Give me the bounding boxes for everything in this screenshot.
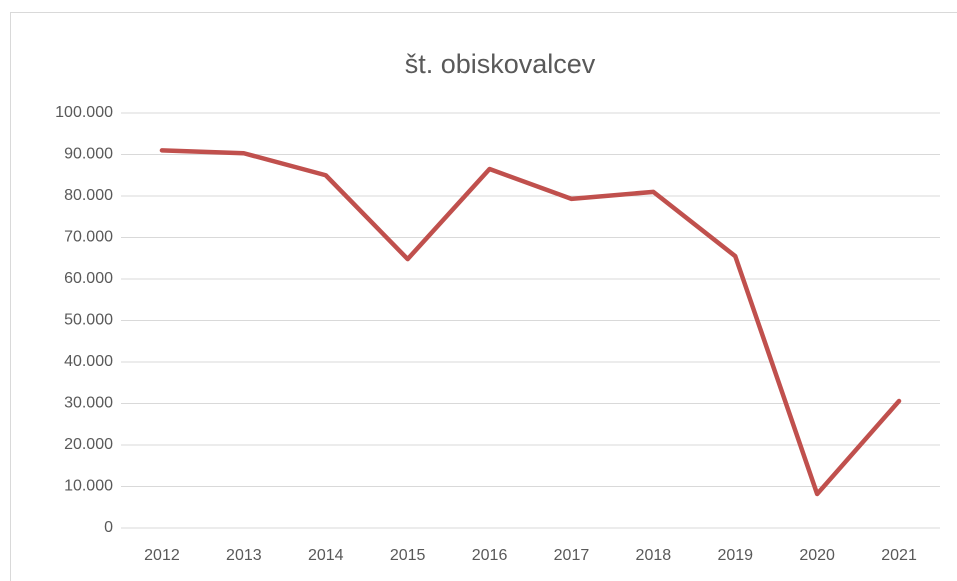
y-tick-label: 30.000 bbox=[64, 395, 113, 412]
y-tick-label: 10.000 bbox=[64, 478, 113, 495]
y-tick-label: 60.000 bbox=[64, 270, 113, 287]
y-tick-label: 90.000 bbox=[64, 146, 113, 163]
x-tick-label: 2018 bbox=[636, 547, 672, 564]
chart-title: št. obiskovalcev bbox=[405, 49, 596, 79]
y-tick-label: 80.000 bbox=[64, 187, 113, 204]
y-tick-label: 50.000 bbox=[64, 312, 113, 329]
y-tick-label: 20.000 bbox=[64, 436, 113, 453]
y-tick-label: 70.000 bbox=[64, 229, 113, 246]
x-tick-label: 2021 bbox=[881, 547, 917, 564]
x-tick-label: 2016 bbox=[472, 547, 508, 564]
y-tick-label: 100.000 bbox=[55, 104, 113, 121]
chart-border bbox=[10, 12, 957, 581]
x-tick-label: 2019 bbox=[717, 547, 753, 564]
x-tick-label: 2017 bbox=[554, 547, 590, 564]
x-tick-label: 2020 bbox=[799, 547, 835, 564]
y-tick-label: 0 bbox=[104, 519, 113, 536]
x-tick-label: 2013 bbox=[226, 547, 262, 564]
x-tick-label: 2012 bbox=[144, 547, 180, 564]
line-series bbox=[159, 148, 902, 497]
x-tick-label: 2014 bbox=[308, 547, 344, 564]
y-tick-label: 40.000 bbox=[64, 353, 113, 370]
x-tick-label: 2015 bbox=[390, 547, 426, 564]
